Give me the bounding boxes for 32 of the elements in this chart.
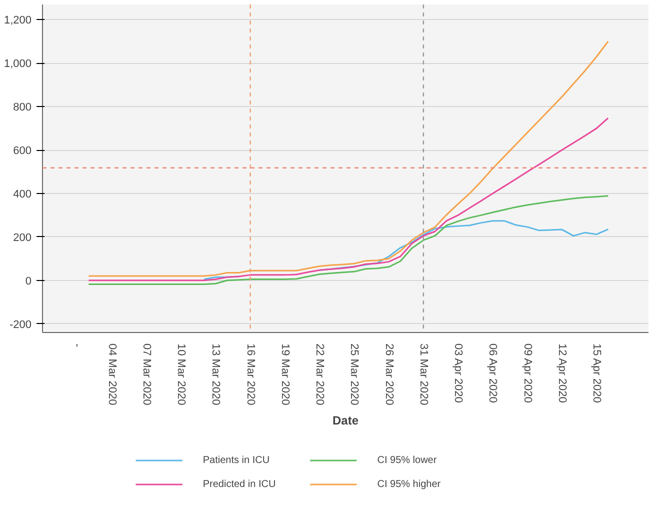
line-series — [88, 40, 609, 277]
x-tick-label: 31 Mar 2020 — [417, 344, 430, 406]
x-tick-label: 16 Mar 2020 — [244, 344, 256, 406]
legend-label: Patients in ICU — [202, 455, 270, 466]
x-tick-label: 03 Apr 2020 — [452, 344, 464, 403]
y-tick-label: 600 — [13, 145, 32, 158]
x-tick-label: 22 Mar 2020 — [314, 344, 326, 406]
legend-label: Predicted in ICU — [202, 479, 276, 490]
x-tick-label: 07 Mar 2020 — [140, 344, 152, 406]
x-tick-label: 15 Apr 2020 — [590, 344, 603, 403]
x-tick-label: 26 Mar 2020 — [382, 344, 395, 406]
x-tick-label: - — [71, 344, 84, 348]
y-tick-label: 0 — [25, 275, 32, 288]
line-series — [88, 117, 609, 282]
x-tick-label: 06 Apr 2020 — [486, 344, 499, 403]
y-tick-label: 800 — [13, 102, 32, 114]
y-tick-label: -200 — [9, 318, 32, 331]
x-axis-title: Date — [332, 413, 359, 428]
x-tick-label: 19 Mar 2020 — [278, 344, 291, 406]
y-tick-label: 1,200 — [4, 14, 32, 27]
x-tick-label: 09 Apr 2020 — [521, 344, 534, 403]
x-tick-label: 04 Mar 2020 — [106, 344, 118, 406]
line-series — [88, 195, 609, 286]
x-tick-label: 13 Mar 2020 — [210, 344, 222, 406]
legend-label: CI 95% lower — [377, 455, 438, 466]
y-tick-label: 1,000 — [4, 58, 32, 70]
x-tick-label: 10 Mar 2020 — [175, 344, 188, 406]
y-tick-label: 400 — [13, 188, 32, 200]
x-tick-label: 12 Apr 2020 — [556, 344, 568, 403]
x-tick-label: 25 Mar 2020 — [348, 344, 360, 406]
legend-label: CI 95% higher — [377, 479, 442, 490]
y-tick-label: 200 — [13, 232, 32, 244]
